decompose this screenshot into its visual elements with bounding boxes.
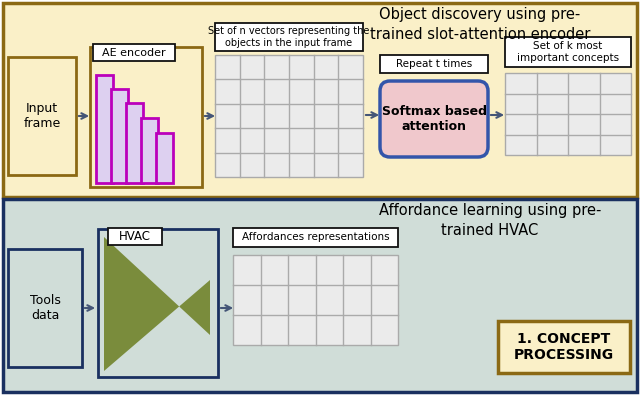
Bar [93,44,175,61]
Text: AE encoder: AE encoder [102,47,166,58]
Text: Affordances representations: Affordances representations [242,233,389,243]
Bar [3,199,637,392]
Text: 1. CONCEPT
PROCESSING: 1. CONCEPT PROCESSING [514,332,614,362]
Polygon shape [104,237,210,371]
Bar [90,47,202,187]
Bar [96,75,113,183]
Bar [141,118,158,183]
Bar [111,89,128,183]
Bar [126,103,143,183]
Bar [98,229,218,377]
Text: Set of n vectors representing the
objects in the input frame: Set of n vectors representing the object… [208,26,370,48]
Bar [380,55,488,73]
FancyBboxPatch shape [380,81,488,157]
Text: Object discovery using pre-
trained slot-attention encoder: Object discovery using pre- trained slot… [370,7,590,42]
Bar [498,321,630,373]
Text: Tools
data: Tools data [29,294,60,322]
Text: Affordance learning using pre-
trained HVAC: Affordance learning using pre- trained H… [379,203,601,238]
Bar [233,255,398,345]
Bar [8,249,82,367]
Text: Repeat t times: Repeat t times [396,59,472,69]
Bar [108,228,162,245]
Bar [505,37,631,67]
Text: HVAC: HVAC [119,230,151,243]
Bar [8,57,76,175]
Bar [215,55,363,177]
Text: Input
frame: Input frame [24,102,61,130]
Bar [3,3,637,197]
Text: Set of k most
important concepts: Set of k most important concepts [517,41,619,63]
Bar [505,73,631,155]
Bar [215,23,363,51]
Text: Softmax based
attention: Softmax based attention [381,105,486,133]
Bar [233,228,398,247]
Bar [156,133,173,183]
